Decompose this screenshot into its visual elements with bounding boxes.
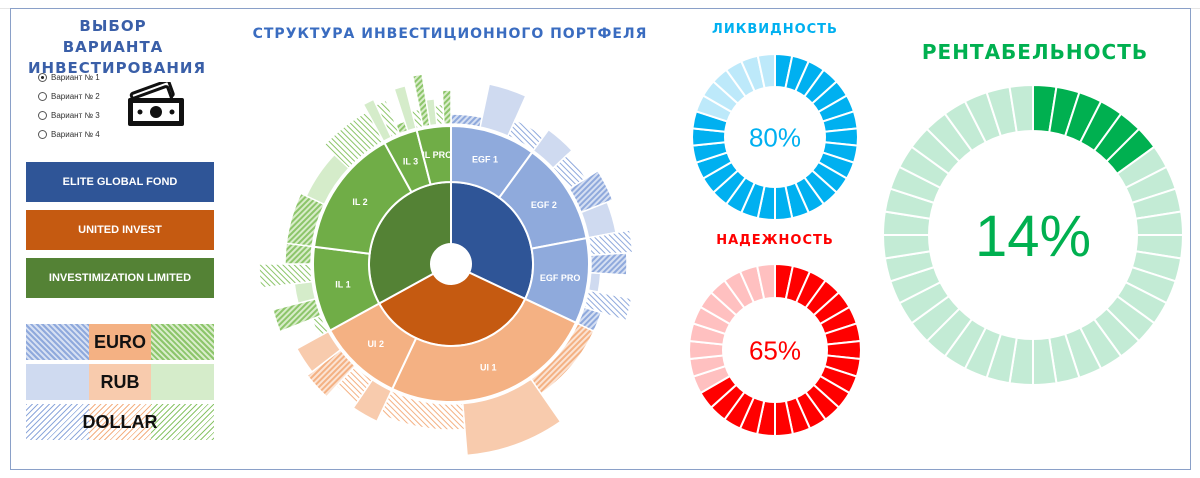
liquidity-title: ЛИКВИДНОСТЬ xyxy=(712,22,838,37)
sunburst-middle-label: UI 2 xyxy=(367,339,384,349)
sunburst-middle-label: IL 3 xyxy=(403,157,418,167)
selector-title: ВЫБОР ВАРИАНТА ИНВЕСТИРОВАНИЯ xyxy=(28,17,207,77)
fund-button-1[interactable]: ELITE GLOBAL FOND xyxy=(26,162,214,202)
sunburst-middle-label: IL PRO xyxy=(422,150,452,160)
radio-button-icon[interactable] xyxy=(38,73,47,82)
legend-label-dollar: DOLLAR xyxy=(82,411,158,432)
variant-label: Вариант № 4 xyxy=(51,130,100,139)
portfolio-title: СТРУКТУРА ИНВЕСТИЦИОННОГО ПОРТФЕЛЯ xyxy=(252,26,648,42)
legend-rub: RUB xyxy=(26,364,215,400)
money-icon xyxy=(128,82,184,126)
sunburst-outer-segment xyxy=(589,252,628,276)
profitability-gauge: 14% xyxy=(882,84,1184,386)
gauge-segment xyxy=(755,262,776,301)
reliability-gauge: 65% xyxy=(688,262,862,438)
variant-radio-3[interactable]: Вариант № 3 xyxy=(38,111,100,120)
gauge-value-text: 65% xyxy=(749,335,801,365)
sunburst-outer-segment xyxy=(441,89,452,125)
sunburst-middle-segment xyxy=(390,297,578,403)
legend-euro: EURO xyxy=(26,324,215,360)
sunburst-middle-label: EGF 1 xyxy=(472,154,498,164)
sunburst-center-hole xyxy=(431,244,471,284)
fund-button-2[interactable]: UNITED INVEST xyxy=(26,210,214,250)
sunburst-middle-label: UI 1 xyxy=(480,362,497,372)
reliability-title: НАДЕЖНОСТЬ xyxy=(716,233,834,248)
variant-radio-4[interactable]: Вариант № 4 xyxy=(38,130,100,139)
sunburst-middle-label: EGF PRO xyxy=(540,273,581,283)
variant-radio-2[interactable]: Вариант № 2 xyxy=(38,92,100,101)
variant-label: Вариант № 2 xyxy=(51,92,100,101)
radio-button-icon[interactable] xyxy=(38,92,47,101)
variant-radio-1[interactable]: Вариант № 1 xyxy=(38,73,100,82)
sunburst-outer-segment xyxy=(293,280,317,305)
sunburst-middle-label: IL 2 xyxy=(352,197,367,207)
gauge-segment xyxy=(756,52,776,90)
sunburst-middle-label: IL 1 xyxy=(335,280,350,290)
sunburst-outer-segment xyxy=(587,271,602,293)
gauge-value-text: 14% xyxy=(975,204,1091,269)
profitability-title: РЕНТАБЕЛЬНОСТЬ xyxy=(921,40,1149,64)
variant-label: Вариант № 3 xyxy=(51,111,100,120)
legend-label-rub: RUB xyxy=(100,371,140,392)
radio-button-icon[interactable] xyxy=(38,111,47,120)
gauge-value-text: 80% xyxy=(749,122,801,152)
fund-button-3[interactable]: INVESTIMIZATION LIMITED xyxy=(26,258,214,298)
liquidity-gauge: 80% xyxy=(691,52,859,222)
legend-label-euro: EURO xyxy=(93,331,146,352)
portfolio-sunburst-chart: EGF 1 EGF 2 EGF PRO UI 1 UI 2 IL 1 IL 2 IL 3 IL … xyxy=(258,73,634,457)
legend-dollar: DOLLAR xyxy=(26,404,215,440)
radio-button-icon[interactable] xyxy=(38,130,47,139)
sunburst-middle-label: EGF 2 xyxy=(531,200,557,210)
sunburst-outer-segment xyxy=(271,297,322,333)
variant-label: Вариант № 1 xyxy=(51,73,100,82)
gauge-segment xyxy=(1008,84,1034,134)
sunburst-middle-segment xyxy=(415,124,452,186)
